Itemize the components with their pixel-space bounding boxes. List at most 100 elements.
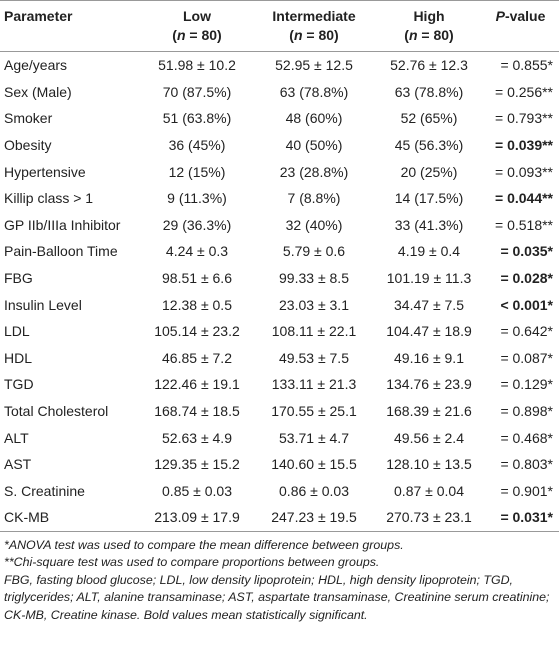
- value-cell: 134.76 ± 23.9: [386, 376, 472, 393]
- value-cell: 4.24 ± 0.3: [165, 243, 229, 260]
- value-cell: 105.14 ± 23.2: [154, 323, 240, 340]
- value-cell: 49.56 ± 2.4: [394, 429, 464, 446]
- header-sub-part: = 80): [185, 27, 222, 43]
- value-cell: 12.38 ± 0.5: [162, 296, 232, 313]
- p-value-cell: = 0.028*: [500, 270, 553, 287]
- value-cell: 122.46 ± 19.1: [154, 376, 240, 393]
- header-sub-part: n: [176, 27, 186, 43]
- value-cell: 5.79 ± 0.6: [282, 243, 346, 260]
- table-row: Age/years 51.98 ± 10.2 52.95 ± 12.5 52.76 ±…: [0, 52, 559, 79]
- value-cell: 29 (36.3%): [162, 216, 232, 233]
- value-cell: 4.19 ± 0.4: [397, 243, 461, 260]
- row-label: ALT: [4, 429, 29, 446]
- row-label: TGD: [4, 376, 34, 393]
- row-label: Killip class > 1: [4, 190, 94, 207]
- header-sub-part: n: [293, 27, 303, 43]
- header-row: Parameter Low (n = 80) Intermediate (n = 80)…: [0, 0, 559, 52]
- value-cell: 98.51 ± 6.6: [162, 270, 232, 287]
- value-cell: 52.76 ± 12.3: [390, 57, 468, 74]
- value-cell: 33 (41.3%): [394, 216, 464, 233]
- header-label: Intermediate: [272, 8, 356, 24]
- footnote: FBG, fasting blood glucose; LDL, low den…: [4, 572, 550, 622]
- column-header: Parameter: [0, 1, 142, 52]
- value-cell: 99.33 ± 8.5: [279, 270, 349, 287]
- p-value-cell: = 0.256**: [495, 83, 553, 100]
- header-sub-part: = 80): [302, 27, 339, 43]
- header-sub: (n = 80): [254, 26, 374, 45]
- header-sub-part: (: [404, 27, 409, 43]
- header-label-part: -value: [504, 8, 546, 24]
- header-sub-part: (: [289, 27, 294, 43]
- header-sub-part: = 80): [417, 27, 454, 43]
- value-cell: 48 (60%): [285, 110, 343, 127]
- p-value-cell: = 0.044**: [495, 190, 553, 207]
- table-row: Smoker 51 (63.8%) 48 (60%) 52 (65%) = 0.793*…: [0, 105, 559, 132]
- row-label: Pain-Balloon Time: [4, 243, 118, 260]
- p-value-cell: = 0.898*: [500, 403, 553, 420]
- footnotes: *ANOVA test was used to compare the mean…: [0, 532, 559, 625]
- p-value-cell: = 0.803*: [500, 456, 553, 473]
- table-row: FBG 98.51 ± 6.6 99.33 ± 8.5 101.19 ± 11.3 = …: [0, 265, 559, 292]
- value-cell: 23 (28.8%): [279, 163, 349, 180]
- value-cell: 12 (15%): [168, 163, 226, 180]
- value-cell: 51 (63.8%): [162, 110, 232, 127]
- row-label: AST: [4, 456, 32, 473]
- row-label: CK-MB: [4, 509, 50, 526]
- table-row: Insulin Level 12.38 ± 0.5 23.03 ± 3.1 34.47…: [0, 291, 559, 318]
- row-label: Age/years: [4, 57, 68, 74]
- row-label: Smoker: [4, 110, 53, 127]
- table-body: Age/years 51.98 ± 10.2 52.95 ± 12.5 52.76 ±…: [0, 52, 559, 532]
- value-cell: 168.74 ± 18.5: [154, 403, 240, 420]
- footnote: **Chi-square test was used to compare pr…: [4, 555, 380, 570]
- column-header: P-value: [480, 1, 559, 52]
- column-header: Low (n = 80): [142, 1, 250, 52]
- row-label: FBG: [4, 270, 33, 287]
- table-row: S. Creatinine 0.85 ± 0.03 0.86 ± 0.03 0.87 …: [0, 478, 559, 505]
- footnote: *ANOVA test was used to compare the mean…: [4, 537, 404, 552]
- row-label: S. Creatinine: [4, 482, 85, 499]
- value-cell: 133.11 ± 21.3: [271, 376, 357, 393]
- value-cell: 14 (17.5%): [394, 190, 464, 207]
- value-cell: 170.55 ± 25.1: [271, 403, 357, 420]
- p-value-cell: = 0.087*: [500, 349, 553, 366]
- value-cell: 51.98 ± 10.2: [158, 57, 236, 74]
- header-label-part: P: [495, 8, 505, 24]
- column-header: Intermediate (n = 80): [250, 1, 376, 52]
- value-cell: 70 (87.5%): [162, 83, 232, 100]
- table-row: Total Cholesterol 168.74 ± 18.5 170.55 ± 2…: [0, 398, 559, 425]
- value-cell: 7 (8.8%): [287, 190, 341, 207]
- row-label: Total Cholesterol: [4, 403, 109, 420]
- header-sub-part: (: [172, 27, 177, 43]
- value-cell: 52.95 ± 12.5: [275, 57, 353, 74]
- table-header: Parameter Low (n = 80) Intermediate (n = 80)…: [0, 0, 559, 52]
- table-row: Sex (Male) 70 (87.5%) 63 (78.8%) 63 (78.8%)…: [0, 79, 559, 106]
- value-cell: 32 (40%): [285, 216, 343, 233]
- row-label: Insulin Level: [4, 296, 82, 313]
- value-cell: 49.16 ± 9.1: [394, 349, 464, 366]
- p-value-cell: = 0.855*: [500, 57, 553, 74]
- value-cell: 49.53 ± 7.5: [279, 349, 349, 366]
- table-row: LDL 105.14 ± 23.2 108.11 ± 22.1 104.47 ± 18…: [0, 318, 559, 345]
- value-cell: 36 (45%): [168, 137, 226, 154]
- value-cell: 63 (78.8%): [279, 83, 349, 100]
- value-cell: 108.11 ± 22.1: [271, 323, 357, 340]
- header-sub: (n = 80): [146, 26, 248, 45]
- p-value-cell: = 0.129*: [500, 376, 553, 393]
- value-cell: 213.09 ± 17.9: [154, 509, 240, 526]
- table-row: AST 129.35 ± 15.2 140.60 ± 15.5 128.10 ± 13…: [0, 451, 559, 478]
- value-cell: 63 (78.8%): [394, 83, 464, 100]
- row-label: LDL: [4, 323, 30, 340]
- header-label: High: [413, 8, 445, 24]
- value-cell: 270.73 ± 23.1: [386, 509, 472, 526]
- table-row: CK-MB 213.09 ± 17.9 247.23 ± 19.5 270.73 ± …: [0, 504, 559, 532]
- p-value-cell: = 0.093**: [495, 163, 553, 180]
- value-cell: 40 (50%): [285, 137, 343, 154]
- p-value-cell: = 0.518**: [495, 216, 553, 233]
- p-value-cell: < 0.001*: [500, 296, 553, 313]
- header-sub-part: n: [408, 27, 418, 43]
- row-label: Obesity: [4, 137, 52, 154]
- value-cell: 128.10 ± 13.5: [386, 456, 472, 473]
- row-label: HDL: [4, 349, 33, 366]
- table-row: Killip class > 1 9 (11.3%) 7 (8.8%) 14 (17.…: [0, 185, 559, 212]
- table-row: GP IIb/IIIa Inhibitor 29 (36.3%) 32 (40%) 3…: [0, 212, 559, 239]
